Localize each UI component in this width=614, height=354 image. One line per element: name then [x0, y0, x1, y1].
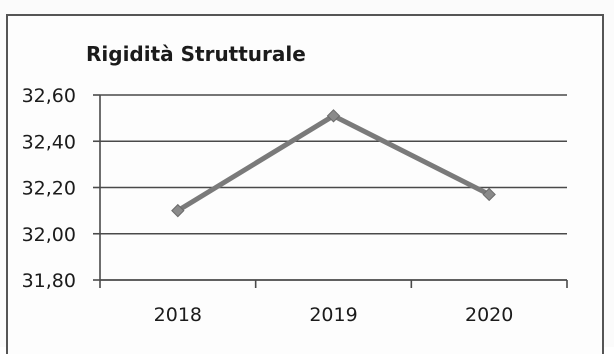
x-tick-label: 2019 [309, 304, 357, 326]
axes [93, 94, 568, 288]
series-line [175, 113, 492, 214]
data-point-marker [482, 187, 496, 202]
y-tick-label: 32,00 [22, 224, 76, 246]
gridlines [100, 94, 567, 235]
y-tick-label: 32,40 [22, 131, 76, 153]
x-tick-label: 2018 [154, 304, 202, 326]
y-tick-label: 32,20 [22, 178, 76, 200]
series-line-path [175, 113, 492, 214]
data-point-marker [326, 109, 341, 123]
chart-frame [6, 14, 604, 354]
chart-title: Rigidità Strutturale [86, 42, 306, 66]
series-markers [171, 109, 496, 218]
data-point-marker [171, 203, 185, 218]
x-tick-label: 2020 [465, 304, 513, 326]
y-tick-labels: 31,80 32,00 32,20 32,40 32,60 [22, 85, 76, 292]
y-tick-label: 31,80 [22, 270, 76, 292]
y-tick-label: 32,60 [22, 85, 76, 107]
x-tick-labels: 2018 2019 2020 [154, 304, 514, 326]
